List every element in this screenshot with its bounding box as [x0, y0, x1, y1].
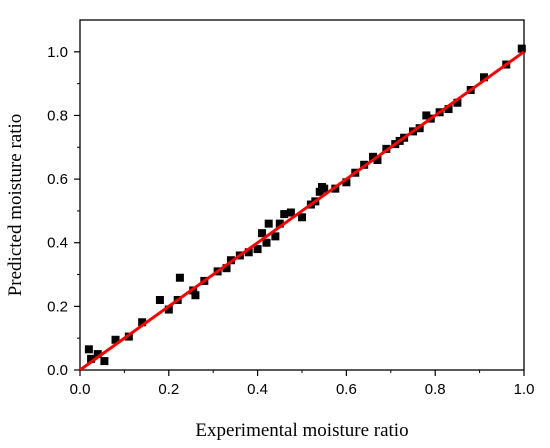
y-tick-label: 0.6 [47, 171, 68, 188]
x-axis-title: Experimental moisture ratio [195, 420, 408, 441]
x-tick-label: 0.8 [425, 381, 446, 398]
data-point [138, 318, 147, 327]
x-tick-label: 0.0 [70, 381, 91, 398]
data-marks [79, 44, 526, 372]
x-tick-label: 0.2 [158, 381, 179, 398]
data-point [244, 248, 253, 257]
plot-area [79, 19, 525, 371]
y-axis-title: Predicted moisture ratio [5, 114, 26, 297]
data-point [175, 273, 184, 282]
data-point [258, 229, 267, 238]
data-point [342, 178, 351, 187]
plot-frame [79, 19, 525, 371]
data-point [191, 291, 200, 300]
data-point [111, 335, 120, 344]
data-point [100, 357, 109, 366]
data-point [84, 345, 93, 354]
data-point [517, 44, 526, 53]
x-tick-label: 1.0 [514, 381, 535, 398]
data-point [222, 264, 231, 273]
y-tick-label: 0.2 [47, 298, 68, 315]
data-point [369, 152, 378, 161]
data-point [164, 305, 173, 314]
data-point [264, 219, 273, 228]
x-tick-label: 0.6 [336, 381, 357, 398]
data-point [155, 296, 164, 304]
x-tick-label: 0.4 [247, 381, 268, 398]
data-point [87, 354, 96, 363]
y-tick-label: 0.8 [47, 107, 68, 124]
fit-line [79, 50, 525, 372]
data-point [298, 213, 306, 222]
y-tick-label: 0.4 [47, 235, 68, 252]
data-point [453, 98, 462, 107]
y-tick-label: 0.0 [47, 362, 68, 379]
data-point [262, 238, 271, 247]
data-point [320, 184, 329, 193]
data-point [253, 245, 262, 254]
data-point [93, 350, 102, 359]
data-point [422, 111, 431, 120]
data-point [480, 73, 489, 82]
data-point [275, 219, 284, 228]
data-point [315, 187, 324, 196]
data-point [373, 156, 382, 164]
data-point [271, 232, 280, 241]
y-tick-label: 1.0 [47, 44, 68, 61]
data-point [444, 105, 453, 114]
data-point [286, 208, 295, 217]
axes: 0.0 0.2 0.4 0.6 0.8 1.0 0.0 0.2 0.4 0.6 0.8 1.0 [47, 44, 534, 398]
data-point [280, 210, 289, 219]
